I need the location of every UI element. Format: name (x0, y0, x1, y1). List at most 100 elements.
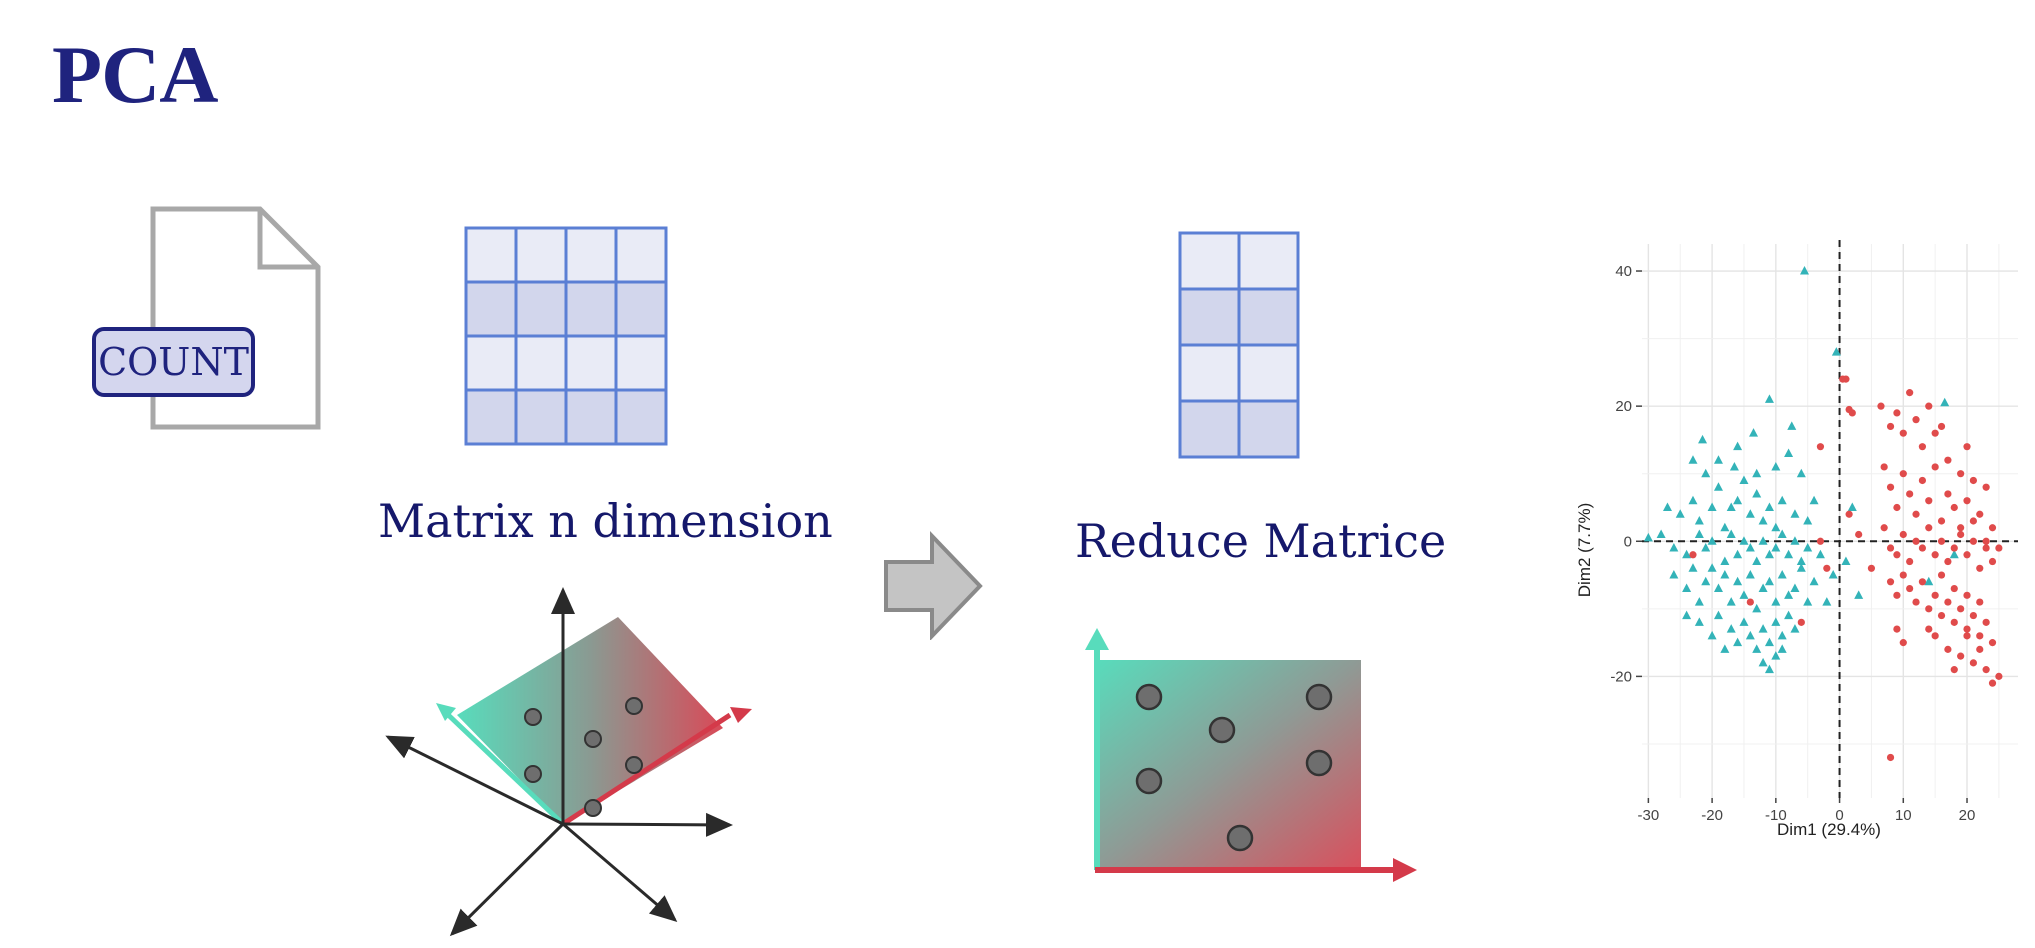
data-point-circle (1963, 591, 1971, 599)
data-point-circle (1906, 557, 1914, 566)
data-point-triangle (1758, 624, 1768, 633)
data-point-triangle (1771, 543, 1781, 552)
chart-ticks: -30 -20 -10 0 10 20 -20 0 20 40 (1610, 263, 1975, 824)
data-point-triangle (1752, 644, 1762, 653)
data-point-circle (1899, 470, 1907, 478)
data-point-triangle (1720, 570, 1730, 579)
data-point-circle (1937, 422, 1946, 431)
data-point-triangle (1758, 657, 1768, 667)
data-point-triangle (1713, 610, 1723, 620)
data-point-circle (1746, 598, 1754, 606)
data-point-triangle (1790, 536, 1800, 545)
data-point-circle (1893, 551, 1901, 559)
data-point-triangle (1656, 529, 1666, 539)
data-point-triangle (1726, 502, 1736, 511)
data-point-triangle (1701, 468, 1711, 478)
x-tick-label: -30 (1638, 807, 1660, 824)
data-point-triangle (1752, 556, 1762, 566)
data-point-triangle (1815, 549, 1825, 559)
data-point-circle (1976, 598, 1984, 606)
data-point-circle (1855, 530, 1863, 539)
data-point-circle (1816, 537, 1825, 545)
data-point-circle (1931, 591, 1939, 599)
data-point-circle (1931, 632, 1939, 640)
data-point-circle (1969, 517, 1977, 525)
data-point-triangle (1733, 637, 1743, 647)
data-point-circle (1839, 375, 1847, 383)
data-point-triangle (1682, 549, 1692, 559)
data-point-circle (1886, 483, 1895, 491)
data-point-triangle (1777, 495, 1787, 505)
data-point-circle (1969, 611, 1977, 620)
data-point-triangle (1694, 597, 1704, 606)
data-point-triangle (1688, 455, 1698, 464)
data-point-circle (1963, 625, 1971, 633)
data-point-circle (1918, 443, 1927, 451)
data-point-circle (1906, 584, 1914, 593)
data-point-triangle (1733, 576, 1743, 586)
data-point-triangle (1745, 570, 1755, 579)
data-point-circle (1925, 524, 1933, 532)
data-point-triangle (1688, 563, 1698, 572)
data-point-circle (1886, 544, 1895, 552)
data-point-triangle (1777, 570, 1787, 579)
data-point-triangle (1682, 610, 1692, 620)
data-point-circle (1963, 632, 1971, 640)
data-point-circle (1944, 490, 1952, 498)
data-point-circle (1893, 625, 1901, 633)
data-point-circle (1906, 389, 1914, 397)
data-point-circle (1877, 402, 1885, 410)
data-point-triangle (1707, 630, 1717, 640)
data-point-triangle (1662, 502, 1672, 511)
data-point-triangle (1713, 482, 1723, 491)
data-point-triangle (1828, 570, 1838, 579)
data-point-triangle (1707, 563, 1717, 572)
data-point-triangle (1796, 563, 1806, 572)
data-point-circle (1957, 470, 1965, 478)
x-tick-label: -10 (1765, 807, 1787, 824)
data-point-circle (1982, 544, 1990, 552)
matrix-caption: Matrix n dimension (378, 494, 833, 548)
data-point-triangle (1764, 576, 1774, 586)
data-point-circle (1937, 571, 1946, 579)
data-point-triangle (1739, 536, 1749, 545)
data-point-circle (1899, 571, 1907, 579)
data-point-triangle (1675, 509, 1685, 518)
data-point-circle (1899, 639, 1907, 647)
data-point-circle (1950, 666, 1958, 674)
data-point-circle (1918, 476, 1927, 485)
data-point-circle (1925, 402, 1933, 410)
data-point-circle (1845, 510, 1853, 518)
data-point-circle (1988, 639, 1997, 647)
data-point-triangle (1720, 556, 1730, 566)
data-point-triangle (1752, 603, 1762, 613)
pca-scatter-chart: -30 -20 -10 0 10 20 -20 0 20 40 Dim1 (29.4%) Dim2… (1575, 240, 2018, 839)
data-point-triangle (1796, 468, 1806, 478)
data-point-triangle (1669, 543, 1679, 552)
data-point-triangle (1764, 664, 1774, 674)
data-point-triangle (1726, 529, 1736, 539)
data-point-triangle (1745, 509, 1755, 518)
data-point-circle (1899, 530, 1907, 539)
data-point-triangle (1726, 624, 1736, 633)
data-point-triangle (1694, 617, 1704, 626)
data-point-triangle (1777, 644, 1787, 653)
chart-reference-lines (1642, 240, 2018, 798)
data-point-triangle (1764, 394, 1774, 403)
y-tick-label: 0 (1624, 533, 1632, 550)
data-point-triangle (1803, 516, 1813, 525)
right-arrow-icon (884, 531, 983, 640)
data-point-circle (1957, 524, 1965, 532)
data-point-triangle (1720, 644, 1730, 653)
data-point-circle (1976, 510, 1984, 518)
chart-points (1643, 266, 2003, 762)
data-point-triangle (1784, 590, 1794, 599)
y-tick-label: -20 (1610, 668, 1632, 685)
data-point-triangle (1784, 448, 1794, 457)
data-point-triangle (1854, 590, 1864, 599)
data-point-triangle (1669, 570, 1679, 579)
data-point-circle (1880, 524, 1888, 532)
data-point-circle (1969, 659, 1977, 667)
data-point-triangle (1764, 549, 1774, 559)
data-point-triangle (1790, 583, 1800, 593)
